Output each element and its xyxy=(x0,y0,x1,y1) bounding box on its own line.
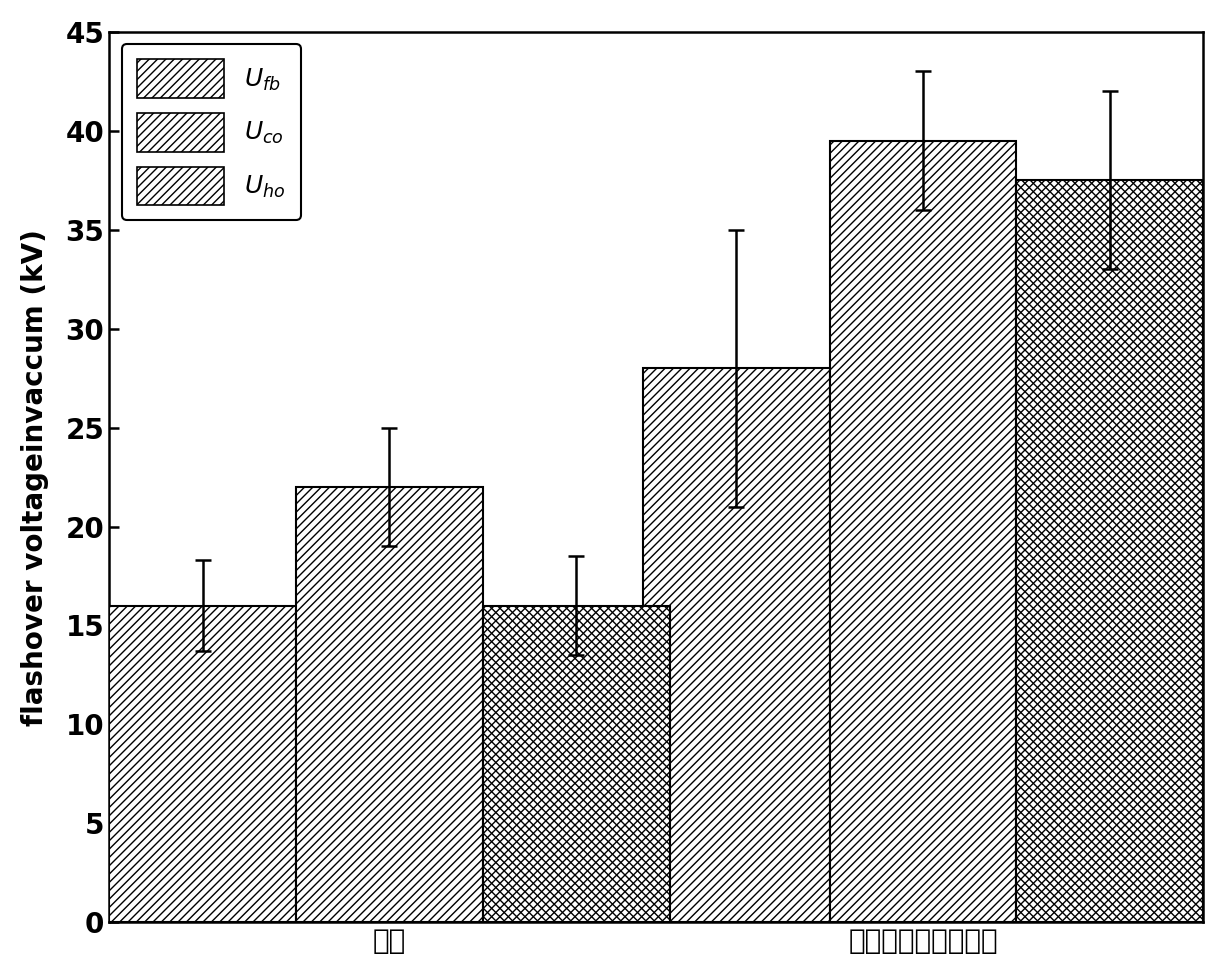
Bar xyxy=(1016,181,1203,922)
Bar xyxy=(482,606,670,922)
Bar xyxy=(296,487,482,922)
Bar xyxy=(1016,181,1203,922)
Bar xyxy=(109,606,296,922)
Legend: $U_{fb}$, $U_{co}$, $U_{ho}$: $U_{fb}$, $U_{co}$, $U_{ho}$ xyxy=(121,44,301,221)
Y-axis label: flashover voltageinvaccum (kV): flashover voltageinvaccum (kV) xyxy=(21,228,49,725)
Bar xyxy=(830,141,1016,922)
Bar xyxy=(643,368,830,922)
Bar xyxy=(482,606,670,922)
